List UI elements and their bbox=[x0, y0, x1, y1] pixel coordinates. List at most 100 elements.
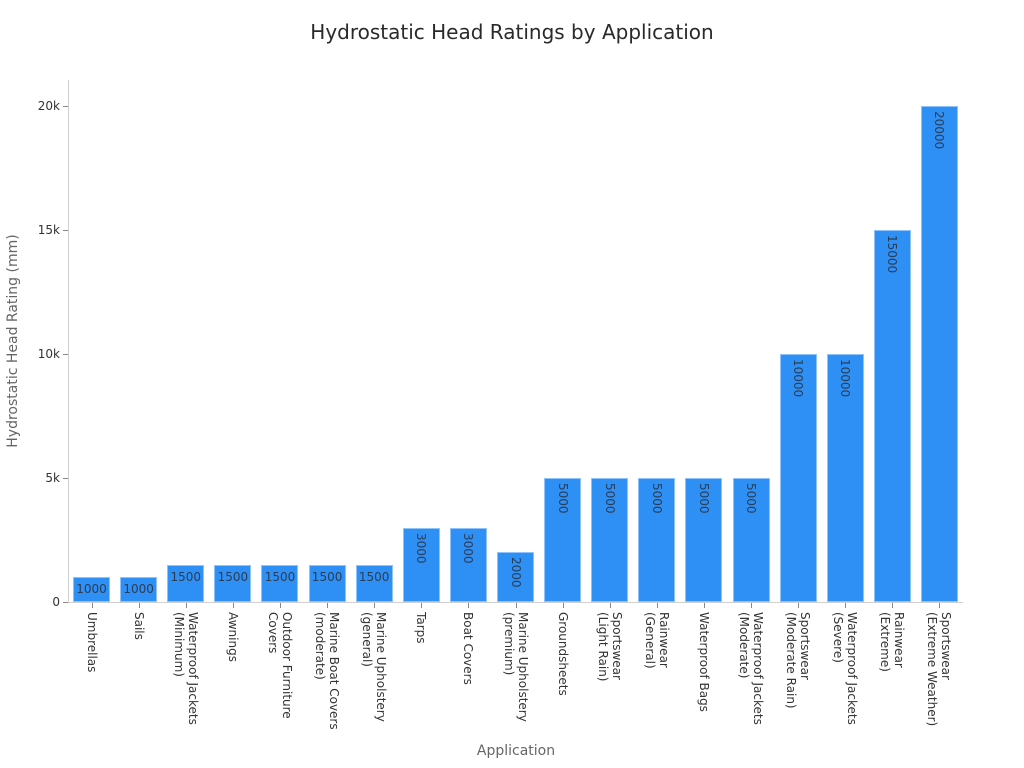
bar[interactable]: 1500 bbox=[214, 564, 252, 602]
x-tick-mark bbox=[845, 603, 847, 608]
bar-value-label: 1000 bbox=[123, 582, 154, 597]
bar[interactable]: 1500 bbox=[167, 564, 205, 602]
x-tick-label-line: Waterproof Jackets bbox=[185, 612, 200, 725]
x-tick-label-line: (general) bbox=[360, 612, 375, 667]
bar[interactable]: 1000 bbox=[73, 577, 111, 602]
bar[interactable]: 1500 bbox=[308, 564, 346, 602]
x-tick-label-line: (moderate) bbox=[313, 612, 328, 680]
y-axis-line bbox=[68, 80, 69, 603]
y-tick: 20k bbox=[0, 99, 68, 120]
x-tick-mark bbox=[279, 603, 281, 608]
x-tick-mark bbox=[609, 603, 611, 608]
bar-value-label: 10000 bbox=[791, 359, 806, 398]
y-tick-mark bbox=[63, 106, 68, 107]
bar[interactable]: 1000 bbox=[120, 577, 158, 602]
bar-value-label: 1500 bbox=[311, 569, 343, 584]
x-tick-label-line: Awnings bbox=[225, 612, 240, 662]
x-tick-label-line: Covers bbox=[265, 612, 280, 654]
x-tick-label: Sportswear (Extreme Weather) bbox=[925, 612, 953, 726]
x-tick-mark bbox=[232, 603, 234, 608]
y-tick-mark bbox=[63, 478, 68, 479]
bar-value-label: 5000 bbox=[649, 483, 664, 514]
x-tick-mark bbox=[703, 603, 705, 608]
bar-value-label: 10000 bbox=[838, 359, 853, 398]
bar[interactable]: 2000 bbox=[497, 552, 534, 602]
x-tick-mark bbox=[185, 603, 187, 608]
x-tick-label: Rainwear (General) bbox=[643, 612, 671, 669]
x-tick-mark bbox=[892, 603, 894, 608]
x-tick-mark bbox=[751, 603, 753, 608]
x-tick-label: Marine Upholstery (general) bbox=[360, 612, 388, 722]
bar-value-label: 1500 bbox=[217, 569, 249, 584]
bar[interactable]: 5000 bbox=[685, 478, 723, 602]
bar[interactable]: 20000 bbox=[920, 106, 958, 602]
x-tick-mark bbox=[138, 603, 140, 608]
y-tick: 15k bbox=[0, 223, 68, 244]
bar-value-label: 1000 bbox=[76, 582, 107, 597]
x-tick-label-line: (Moderate Rain) bbox=[784, 612, 799, 709]
bar-value-label: 5000 bbox=[602, 483, 617, 514]
x-tick-label-line: Waterproof Jackets bbox=[845, 612, 860, 725]
bar[interactable]: 5000 bbox=[732, 478, 770, 602]
bar-value-label: 1500 bbox=[358, 569, 390, 584]
x-tick-label-line: Groundsheets bbox=[555, 612, 570, 696]
x-tick-label: Waterproof Jackets (Minimum) bbox=[172, 612, 200, 725]
x-tick-label-line: (General) bbox=[642, 612, 657, 669]
bar[interactable]: 10000 bbox=[779, 354, 817, 602]
bar-value-label: 15000 bbox=[885, 235, 900, 274]
x-tick-label: Waterproof Bags bbox=[697, 612, 711, 712]
x-tick-label: Boat Covers bbox=[461, 612, 475, 685]
x-tick-label: Awnings bbox=[226, 612, 240, 662]
y-tick-mark bbox=[63, 602, 68, 603]
bar[interactable]: 5000 bbox=[544, 478, 582, 602]
x-tick-label-line: (Extreme) bbox=[878, 612, 893, 672]
x-tick-mark bbox=[468, 603, 470, 608]
bar[interactable]: 15000 bbox=[873, 230, 911, 602]
y-tick-label: 10k bbox=[37, 347, 60, 361]
x-tick-label-line: Waterproof Jackets bbox=[751, 612, 766, 725]
bar[interactable]: 3000 bbox=[402, 527, 440, 602]
x-tick-label: Sportswear (Moderate Rain) bbox=[784, 612, 812, 709]
bar[interactable]: 10000 bbox=[826, 354, 864, 602]
x-tick-label: Sails bbox=[132, 612, 146, 640]
x-tick-label: Rainwear (Extreme) bbox=[878, 612, 906, 672]
bar-value-label: 2000 bbox=[508, 557, 523, 588]
x-tick-label: Umbrellas bbox=[85, 612, 99, 672]
x-tick-label-line: Sails bbox=[131, 612, 146, 640]
bar[interactable]: 5000 bbox=[591, 478, 629, 602]
x-tick-label-line: (Light Rain) bbox=[595, 612, 610, 682]
y-tick: 10k bbox=[0, 347, 68, 368]
y-tick-label: 0 bbox=[52, 595, 60, 609]
y-tick-label: 15k bbox=[37, 223, 60, 237]
x-tick-label: Outdoor Furniture Covers bbox=[266, 612, 294, 719]
x-tick-label-line: Sportswear bbox=[939, 612, 954, 680]
x-tick-mark bbox=[515, 603, 517, 608]
x-tick-label-line: Rainwear bbox=[656, 612, 671, 668]
x-tick-label: Groundsheets bbox=[556, 612, 570, 696]
x-tick-mark bbox=[656, 603, 658, 608]
bar[interactable]: 3000 bbox=[449, 527, 487, 602]
bar-value-label: 3000 bbox=[414, 532, 429, 564]
y-axis-label: Hydrostatic Head Rating (mm) bbox=[5, 234, 21, 448]
x-tick-label: Waterproof Jackets (Moderate) bbox=[737, 612, 765, 725]
x-tick-label: Tarps bbox=[414, 612, 428, 644]
y-tick-label: 5k bbox=[45, 471, 60, 485]
bar-value-label: 5000 bbox=[696, 483, 711, 514]
y-tick-label: 20k bbox=[37, 99, 60, 113]
x-tick-label-line: Outdoor Furniture bbox=[279, 612, 294, 719]
x-tick-label-line: Sportswear bbox=[798, 612, 813, 680]
bar[interactable]: 1500 bbox=[261, 564, 299, 602]
x-tick-label-line: Marine Upholstery bbox=[515, 612, 530, 722]
x-tick-mark bbox=[374, 603, 376, 608]
bar-value-label: 5000 bbox=[555, 483, 570, 514]
bar-value-label: 3000 bbox=[461, 532, 476, 564]
chart-title: Hydrostatic Head Ratings by Application bbox=[310, 20, 714, 44]
bar[interactable]: 5000 bbox=[638, 478, 676, 602]
x-tick-mark bbox=[91, 603, 93, 608]
x-axis-label: Application bbox=[476, 743, 556, 759]
x-tick-label: Waterproof Jackets (Severe) bbox=[831, 612, 859, 725]
x-tick-label-line: Sportswear bbox=[609, 612, 624, 680]
x-tick-label-line: Umbrellas bbox=[84, 612, 99, 673]
bar-value-label: 20000 bbox=[932, 111, 947, 150]
bar[interactable]: 1500 bbox=[355, 564, 393, 602]
